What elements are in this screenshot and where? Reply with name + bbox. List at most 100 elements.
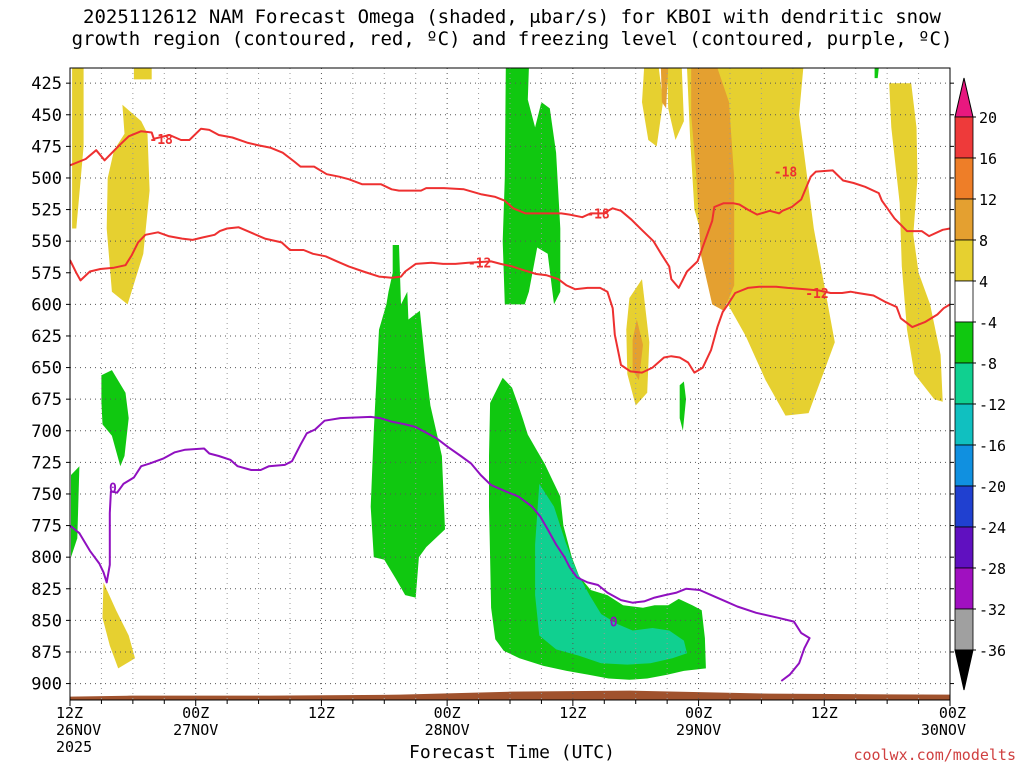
omega-region-18 <box>874 68 879 79</box>
credit-link[interactable]: coolwx.com/modelts <box>853 746 1016 764</box>
dgz-label--12: -12 <box>468 257 491 272</box>
omega-region-9 <box>691 68 735 311</box>
dgz-label--18: -18 <box>586 207 610 222</box>
y-tick-label-625: 625 <box>31 327 62 347</box>
x-tick-label: 00Z <box>434 704 461 722</box>
colorbar-swatch <box>954 321 974 364</box>
dgz-contour--12 <box>70 226 950 374</box>
colorbar-swatch <box>954 198 974 241</box>
omega-region-15 <box>502 68 561 305</box>
dgz-label--12: -12 <box>805 287 828 302</box>
colorbar-swatch <box>954 608 974 651</box>
colorbar-swatch <box>954 362 974 405</box>
omega-region-19 <box>535 483 687 665</box>
y-tick-label-550: 550 <box>31 232 62 252</box>
colorbar-label: -8 <box>979 355 997 373</box>
omega-region-4 <box>642 68 663 147</box>
colorbar-swatch <box>954 485 974 528</box>
colorbar-swatch <box>954 567 974 610</box>
contour-lines <box>70 127 950 682</box>
colorbar: 20 16 12 8 4 -4 -8 -12 -16 -20 -24 -28 -32 -36 <box>954 77 1006 691</box>
colorbar-label: -12 <box>979 396 1006 414</box>
y-tick-label-875: 875 <box>31 643 62 663</box>
y-tick-label-725: 725 <box>31 453 62 473</box>
dgz-label--18: -18 <box>774 166 798 181</box>
x-axis-label: Forecast Time (UTC) <box>409 742 615 763</box>
x-tick-label: 28NOV <box>425 721 470 739</box>
freezing-label: 0 <box>109 482 117 497</box>
x-tick-label: 2025 <box>56 738 92 756</box>
x-tick-label: 12Z <box>559 704 586 722</box>
y-tick-label-575: 575 <box>31 264 62 284</box>
colorbar-swatch <box>954 403 974 446</box>
omega-region-10 <box>632 319 643 381</box>
y-tick-label-900: 900 <box>31 675 62 695</box>
y-tick-label-750: 750 <box>31 485 62 505</box>
colorbar-label: -36 <box>979 642 1006 660</box>
omega-region-17 <box>679 381 686 431</box>
omega-region-13 <box>71 466 80 558</box>
omega-region-14 <box>370 245 445 598</box>
colorbar-label: -24 <box>979 519 1006 537</box>
colorbar-label: -28 <box>979 560 1006 578</box>
colorbar-swatch <box>954 239 974 282</box>
y-tick-label-775: 775 <box>31 517 62 537</box>
y-tick-label-600: 600 <box>31 295 62 315</box>
colorbar-swatch <box>954 280 974 323</box>
colorbar-swatch <box>954 526 974 569</box>
colorbar-bottom-arrow <box>954 649 974 691</box>
colorbar-swatch <box>954 157 974 200</box>
y-tick-label-525: 525 <box>31 201 62 221</box>
colorbar-swatch <box>954 116 974 159</box>
freezing-label: 0 <box>610 616 618 631</box>
y-tick-label-475: 475 <box>31 137 62 157</box>
x-tick-label: 27NOV <box>173 721 218 739</box>
y-tick-label-700: 700 <box>31 422 62 442</box>
x-tick-label: 00Z <box>182 704 209 722</box>
y-tick-label-800: 800 <box>31 548 62 568</box>
colorbar-swatch <box>954 444 974 487</box>
colorbar-top-arrow <box>954 77 974 118</box>
colorbar-label: 16 <box>979 150 997 168</box>
colorbar-label: 8 <box>979 232 988 250</box>
colorbar-label: 4 <box>979 273 988 291</box>
omega-region-8 <box>889 83 943 402</box>
chart-title: 2025112612 NAM Forecast Omega (shaded, μ… <box>0 6 1024 50</box>
title-line-2: growth region (contoured, red, ºC) and f… <box>71 28 953 50</box>
y-tick-label-425: 425 <box>31 74 62 94</box>
omega-region-12 <box>101 370 129 467</box>
y-tick-label-500: 500 <box>31 169 62 189</box>
dgz-label--18: -18 <box>149 133 173 148</box>
x-tick-label: 30NOV <box>921 721 966 739</box>
x-tick-label: 12Z <box>811 704 838 722</box>
x-tick-label: 00Z <box>685 704 712 722</box>
x-tick-label: 26NOV <box>56 721 101 739</box>
x-tick-label: 12Z <box>308 704 335 722</box>
y-tick-label-825: 825 <box>31 580 62 600</box>
colorbar-label: 20 <box>979 109 997 127</box>
y-tick-label-650: 650 <box>31 359 62 379</box>
omega-region-11 <box>660 68 669 109</box>
y-tick-label-850: 850 <box>31 611 62 631</box>
contour-labels: -18 -12 -18 -18 -12 0 0 <box>109 133 829 631</box>
omega-region-5 <box>667 68 684 140</box>
omega-region-1 <box>133 68 152 80</box>
title-line-1: 2025112612 NAM Forecast Omega (shaded, μ… <box>83 6 941 28</box>
colorbar-label: -4 <box>979 314 997 332</box>
y-axis: 425 450 475 500 525 550 575 600 625 650 675 700 725 7… <box>31 74 954 695</box>
colorbar-label: -20 <box>979 478 1006 496</box>
omega-region-0 <box>72 68 84 229</box>
x-tick-label: 00Z <box>939 704 966 722</box>
colorbar-label: -32 <box>979 601 1006 619</box>
omega-region-3 <box>102 582 135 669</box>
x-tick-label: 29NOV <box>676 721 721 739</box>
omega-region-2 <box>106 104 150 305</box>
y-tick-label-675: 675 <box>31 390 62 410</box>
freezing-level-contour <box>70 415 811 682</box>
dgz-contour--18 <box>70 127 950 289</box>
x-tick-label: 12Z <box>56 704 83 722</box>
colorbar-label: 12 <box>979 191 997 209</box>
omega-shading <box>71 68 943 680</box>
